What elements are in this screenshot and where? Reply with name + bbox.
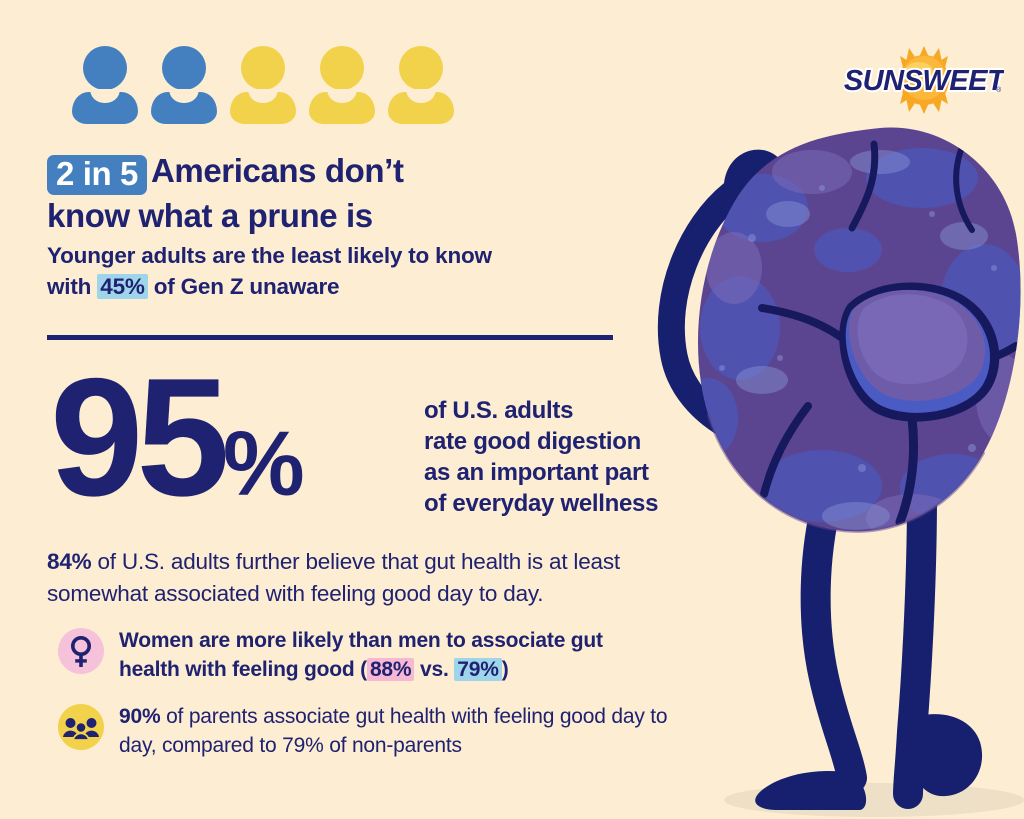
ratio-badge: 2 in 5 (47, 155, 147, 195)
prune-body (698, 127, 1021, 532)
supporting-paragraph: 84% of U.S. adults further believe that … (47, 546, 687, 610)
paragraph-text: of U.S. adults further believe that gut … (47, 549, 620, 606)
foot-right (912, 714, 983, 797)
person-icon-2 (151, 46, 217, 124)
bullet-women-part1: Women are more likely than men to associ… (119, 629, 603, 681)
headline-line1: Americans don’t (150, 152, 404, 189)
paragraph-stat: 84% (47, 549, 92, 574)
big-stat-value: 95 (50, 343, 230, 531)
sunsweet-logo: SUNSWEET ® (842, 38, 1010, 123)
subhead-stat: 45% (97, 274, 148, 299)
bullet-parents-stat: 90% (119, 705, 161, 728)
leg-left (800, 475, 867, 793)
bullet-women-mid: vs. (414, 658, 455, 681)
prune-pit-highlight (839, 282, 1000, 422)
big-stat-line1: of U.S. adults (424, 397, 574, 424)
people-ratio-icons (72, 46, 454, 124)
sunsweet-wordmark: SUNSWEET (842, 63, 1010, 99)
venus-symbol-icon (58, 628, 104, 674)
big-stat-number: 95% (50, 353, 305, 539)
sun-rays-icon (890, 46, 958, 114)
leg-right (893, 481, 937, 809)
bullet-parents: 90% of parents associate gut health with… (58, 700, 688, 760)
prune-mascot (612, 118, 1024, 819)
person-icon-1 (72, 46, 138, 124)
subhead-part2: of Gen Z unaware (147, 274, 340, 299)
big-stat-line2: rate good digestion (424, 428, 641, 455)
bullet-women-end: ) (501, 658, 509, 681)
headline: 2 in 5 Americans don’t know what a prune … (47, 150, 607, 236)
section-divider (47, 335, 613, 340)
registered-mark: ® (996, 86, 1002, 94)
bullet-women-stat-blue: 79% (454, 658, 502, 681)
person-icon-3 (230, 46, 296, 124)
big-stat-line4: of everyday wellness (424, 490, 659, 517)
svg-text:SUNSWEET: SUNSWEET (844, 65, 1004, 97)
subheadline: Younger adults are the least likely to k… (47, 240, 517, 302)
headline-line2: know what a prune is (47, 197, 373, 234)
subhead-part1: Younger adults are the least likely to k… (47, 243, 492, 299)
bullet-parents-text: 90% of parents associate gut health with… (119, 700, 688, 760)
person-icon-5 (388, 46, 454, 124)
bullet-parents-body: of parents associate gut health with fee… (119, 705, 668, 757)
family-group-icon (58, 704, 104, 750)
bullet-women: Women are more likely than men to associ… (58, 624, 658, 684)
person-icon-4 (309, 46, 375, 124)
big-stat-description: of U.S. adults rate good digestion as an… (424, 395, 724, 519)
foot-left (755, 770, 867, 810)
bullet-women-stat-pink: 88% (366, 658, 415, 681)
bullet-women-text: Women are more likely than men to associ… (119, 624, 658, 684)
big-stat-line3: as an important part (424, 459, 649, 486)
big-stat-percent-sign: % (222, 413, 305, 515)
